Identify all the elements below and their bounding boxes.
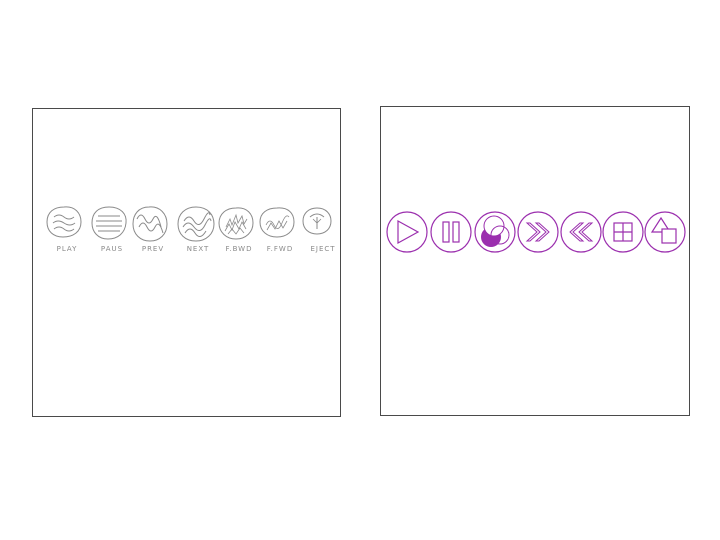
sketch-label-next: NEXT — [186, 245, 210, 253]
grid-icon — [602, 211, 644, 253]
rewind-button[interactable] — [560, 211, 602, 253]
play-icon — [386, 211, 428, 253]
sketch-lines-icon — [91, 206, 127, 240]
record-icon — [474, 211, 516, 253]
sketch-swirl-icon — [132, 206, 168, 242]
sketch-item-fbwd: F.BWD — [217, 205, 261, 253]
record-button[interactable] — [474, 211, 516, 253]
sketch-scribble-icon — [218, 207, 254, 240]
pause-icon — [430, 211, 472, 253]
sketch-item-prev: PREV — [131, 205, 175, 253]
design-panel — [380, 106, 690, 416]
sketch-item-play: PLAY — [45, 205, 89, 253]
shapes-icon — [644, 211, 686, 253]
sketch-scribble-icon — [259, 207, 295, 238]
fast-forward-icon — [517, 211, 559, 253]
rewind-icon — [560, 211, 602, 253]
sketch-label-pause: PAUS — [100, 245, 124, 253]
pause-button[interactable] — [430, 211, 472, 253]
play-button[interactable] — [386, 211, 428, 253]
sketch-eject-icon — [302, 207, 332, 235]
grid-button[interactable] — [602, 211, 644, 253]
sketch-item-next: NEXT — [176, 205, 220, 253]
sketch-label-prev: PREV — [141, 245, 165, 253]
sketch-label-fbwd: F.BWD — [225, 245, 253, 253]
sketch-wave-icon — [46, 206, 82, 238]
sketch-label-play: PLAY — [56, 245, 78, 253]
sketch-wave-icon — [177, 206, 215, 242]
sketch-item-eject: EJECT — [301, 205, 345, 253]
sketch-label-ffwd: F.FWD — [266, 245, 294, 253]
sketch-panel: PLAY PAUS PREV NEXT — [32, 108, 341, 417]
fast-forward-button[interactable] — [517, 211, 559, 253]
sketch-item-ffwd: F.FWD — [258, 205, 302, 253]
sketch-label-eject: EJECT — [310, 245, 336, 253]
sketch-item-pause: PAUS — [90, 205, 134, 253]
shapes-button[interactable] — [644, 211, 686, 253]
